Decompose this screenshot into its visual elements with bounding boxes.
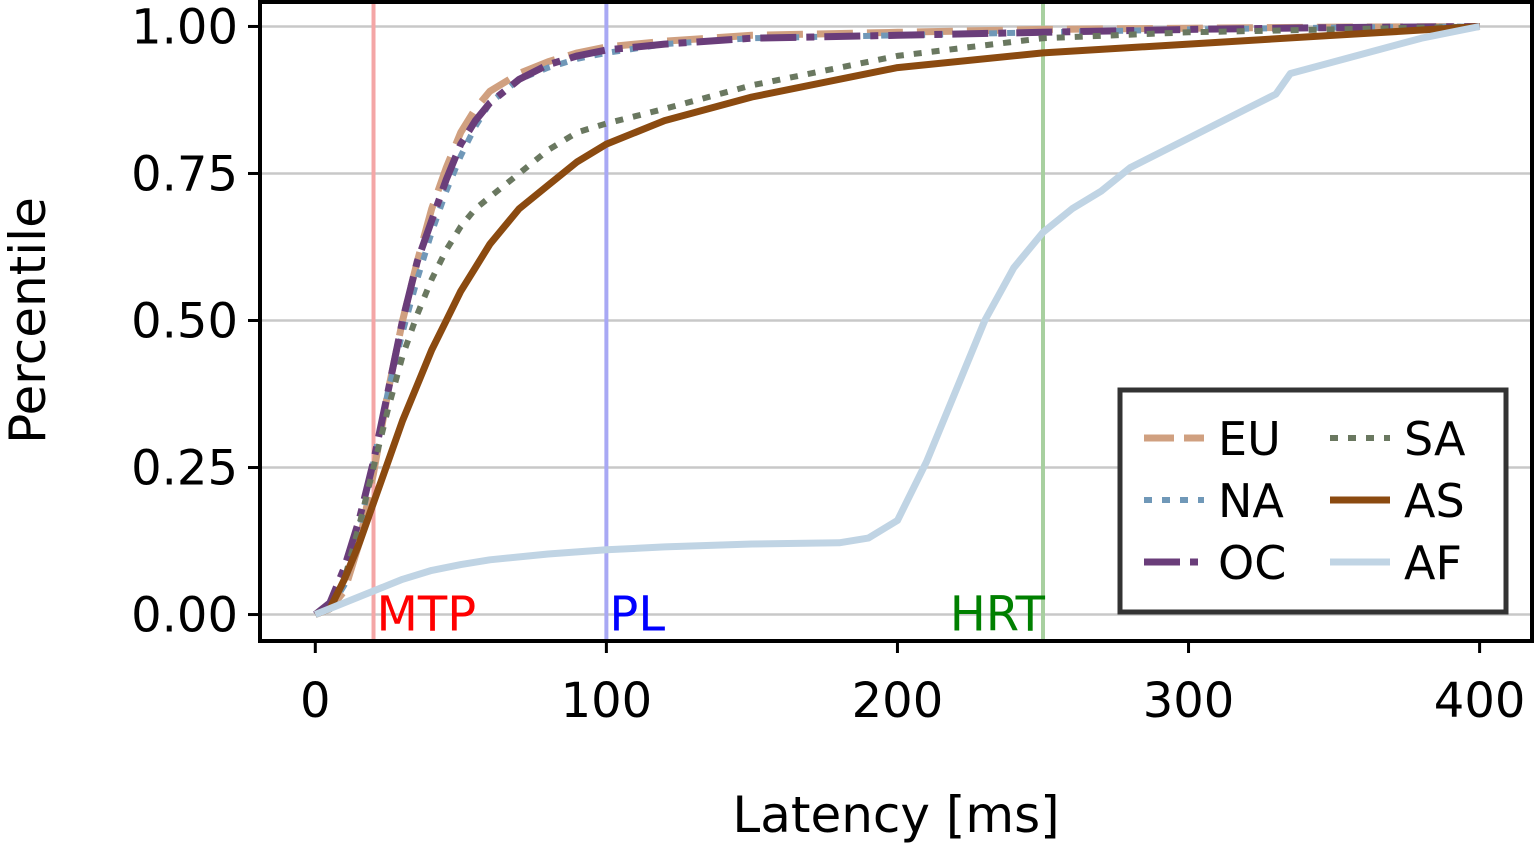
x-axis-title: Latency [ms] (732, 786, 1059, 844)
y-tick-label-1: 0.25 (131, 441, 238, 497)
series-line-as (314, 23, 1480, 618)
legend: EU NA OC SA AS AF (1117, 387, 1509, 615)
reference-labels: MTP PL HRT (377, 587, 1046, 643)
y-axis-ticks: 0.00 0.25 0.50 0.75 1.00 (131, 0, 260, 644)
series-line-sa (314, 23, 1480, 618)
legend-label-na: NA (1218, 474, 1284, 528)
y-tick-label-3: 0.75 (131, 146, 238, 202)
mtp-reference-label: MTP (377, 587, 477, 643)
x-tick-label-3: 300 (1143, 673, 1235, 729)
x-axis-ticks: 0 100 200 300 400 (300, 641, 1525, 729)
legend-label-sa: SA (1404, 412, 1466, 466)
data-series (313, 23, 1481, 618)
reference-lines (371, 2, 1045, 641)
legend-label-af: AF (1404, 536, 1462, 590)
legend-label-as: AS (1404, 474, 1465, 528)
hrt-reference-label: HRT (950, 587, 1046, 643)
y-tick-label-2: 0.50 (131, 294, 238, 350)
y-axis-title: Percentile (0, 197, 57, 444)
y-tick-label-0: 0.00 (131, 588, 238, 644)
x-tick-label-1: 100 (561, 673, 653, 729)
pl-reference-label: PL (609, 587, 665, 643)
series-line-af (313, 23, 1481, 618)
x-tick-label-0: 0 (300, 673, 331, 729)
legend-label-oc: OC (1218, 536, 1286, 590)
legend-label-eu: EU (1218, 412, 1281, 466)
x-tick-label-4: 400 (1434, 673, 1526, 729)
y-tick-label-4: 1.00 (131, 0, 238, 55)
series-line-oc (313, 23, 1480, 618)
x-tick-label-2: 200 (852, 673, 944, 729)
